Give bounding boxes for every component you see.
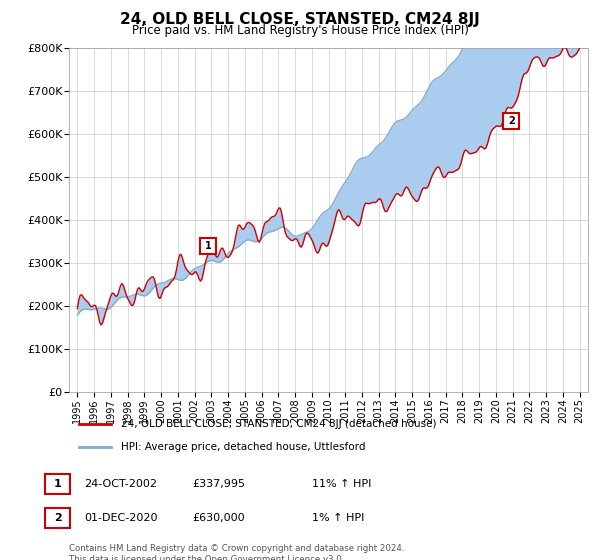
Text: 24, OLD BELL CLOSE, STANSTED, CM24 8JJ: 24, OLD BELL CLOSE, STANSTED, CM24 8JJ (120, 12, 480, 27)
Text: 11% ↑ HPI: 11% ↑ HPI (312, 479, 371, 489)
Text: 1: 1 (205, 241, 212, 251)
Text: Price paid vs. HM Land Registry's House Price Index (HPI): Price paid vs. HM Land Registry's House … (131, 24, 469, 36)
Text: HPI: Average price, detached house, Uttlesford: HPI: Average price, detached house, Uttl… (121, 442, 365, 452)
Text: 2: 2 (54, 513, 61, 523)
Text: £630,000: £630,000 (192, 513, 245, 523)
Text: £337,995: £337,995 (192, 479, 245, 489)
Text: 24, OLD BELL CLOSE, STANSTED, CM24 8JJ (detached house): 24, OLD BELL CLOSE, STANSTED, CM24 8JJ (… (121, 419, 436, 429)
Text: 1% ↑ HPI: 1% ↑ HPI (312, 513, 364, 523)
Text: 1: 1 (54, 479, 61, 489)
Text: 24-OCT-2002: 24-OCT-2002 (84, 479, 157, 489)
Text: Contains HM Land Registry data © Crown copyright and database right 2024.
This d: Contains HM Land Registry data © Crown c… (69, 544, 404, 560)
Text: 2: 2 (508, 116, 515, 126)
Text: 01-DEC-2020: 01-DEC-2020 (84, 513, 157, 523)
